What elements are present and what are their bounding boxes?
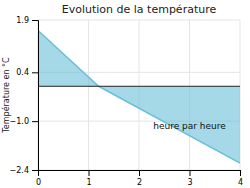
grid-line [38, 20, 240, 21]
annotation: heure par heure [153, 121, 226, 131]
x-axis: 0 1 2 3 4 [36, 170, 243, 187]
line [38, 30, 240, 163]
tick-mark [32, 20, 38, 21]
marks [38, 30, 240, 163]
title: Evolution de la température [62, 3, 217, 16]
tick: 2 [137, 170, 142, 187]
plot: 0 1 2 3 4 −2.4 −1.0 0.4 1.9 heure par heure [10, 16, 243, 187]
tick-label: 3 [187, 178, 192, 187]
area [38, 30, 240, 163]
y-axis: −2.4 −1.0 0.4 1.9 [10, 16, 39, 175]
grid [38, 20, 240, 170]
tick-mark [32, 72, 38, 73]
tick: 0 [36, 170, 41, 187]
tick-label: −2.4 [10, 166, 29, 175]
tick: 3 [187, 170, 192, 187]
tick: 1.9 [16, 16, 38, 25]
tick: −2.4 [10, 166, 38, 175]
tick: 1 [86, 170, 91, 187]
tick-label: 0.4 [16, 68, 29, 77]
axis-line [32, 21, 39, 171]
chart: 0 1 2 3 4 −2.4 −1.0 0.4 1.9 heure par heure Evolut… [0, 0, 250, 188]
zero-line [38, 86, 240, 87]
tick-mark [190, 170, 191, 176]
tick-mark [89, 170, 90, 176]
tick-label: 1.9 [16, 16, 29, 25]
tick-label: 4 [238, 178, 243, 187]
y-axis-title: Température en °C [1, 57, 11, 134]
tick-label: −1.0 [10, 117, 29, 126]
tick-label: 0 [36, 178, 41, 187]
tick-mark [240, 170, 241, 176]
tick: 0.4 [16, 68, 38, 77]
tick-label: 2 [137, 178, 142, 187]
tick-label: 1 [86, 178, 91, 187]
tick-mark [32, 121, 38, 122]
grid-line [88, 20, 89, 170]
axis-line [39, 171, 241, 177]
tick-mark [139, 170, 140, 176]
tick: −1.0 [10, 117, 38, 126]
tick-mark [32, 170, 38, 171]
tick: 4 [238, 170, 243, 187]
